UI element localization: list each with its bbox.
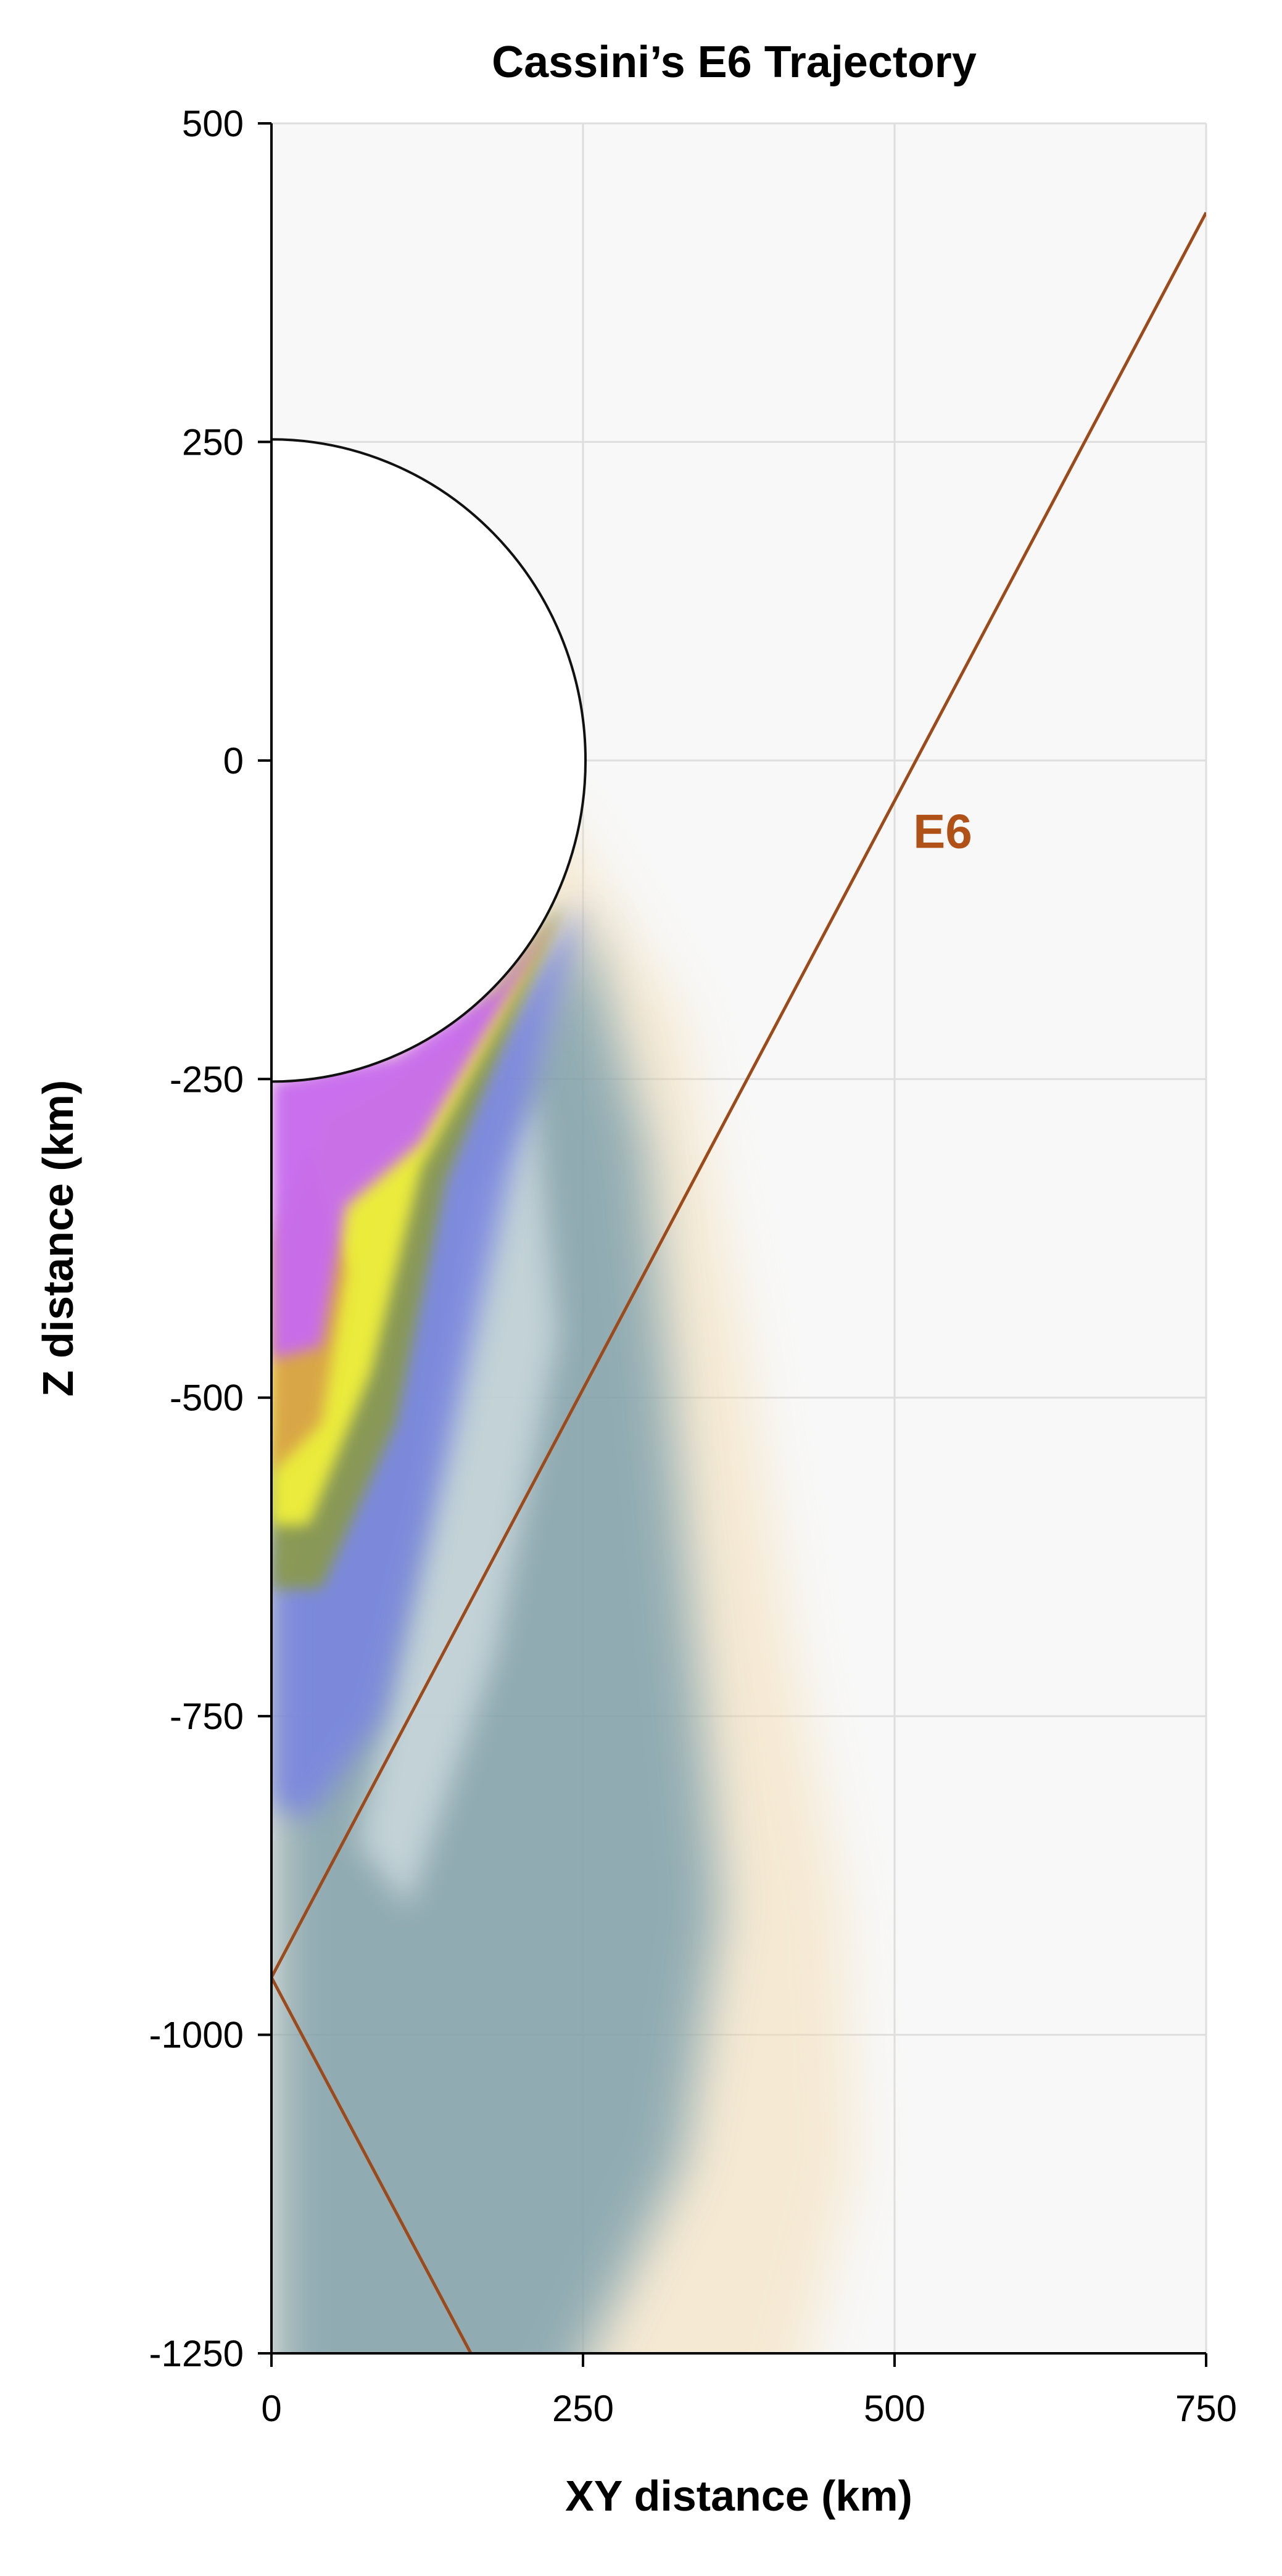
series-line-e6 [271,212,1206,2353]
plume-blue-band [271,901,583,1818]
plume-magenta-core [271,913,558,1360]
plume-yellow-core [271,913,558,1525]
plume-density-map [271,811,858,2353]
trajectory-series [271,212,1206,2353]
y-axis-ticks: 500 250 0 -250 -500 -750 -1000 -1250 [149,103,271,2374]
chart-title: Cassini’s E6 Trajectory [492,38,977,87]
axes [270,123,1206,2355]
y-tick-label: -750 [170,1696,244,1737]
y-tick-label: 500 [182,103,244,144]
x-tick-label: 0 [261,2388,281,2429]
x-tick-label: 500 [864,2388,925,2429]
y-tick-label: -1250 [149,2333,244,2374]
y-tick-label: 250 [182,421,244,463]
y-tick-label: -1000 [149,2015,244,2056]
x-axis-label: XY distance (km) [565,2472,912,2520]
y-tick-label: -500 [170,1377,244,1419]
x-axis-ticks: 0 250 500 750 [261,2353,1237,2429]
e6-annotation: E6 [913,804,972,858]
enceladus-outline [270,438,587,1083]
y-axis-label: Z distance (km) [34,1080,82,1397]
x-tick-label: 250 [552,2388,614,2429]
x-tick-label: 750 [1175,2388,1237,2429]
y-tick-label: -250 [170,1059,244,1100]
plume-light-gap [358,1091,558,1907]
y-tick-label: 0 [223,740,244,782]
